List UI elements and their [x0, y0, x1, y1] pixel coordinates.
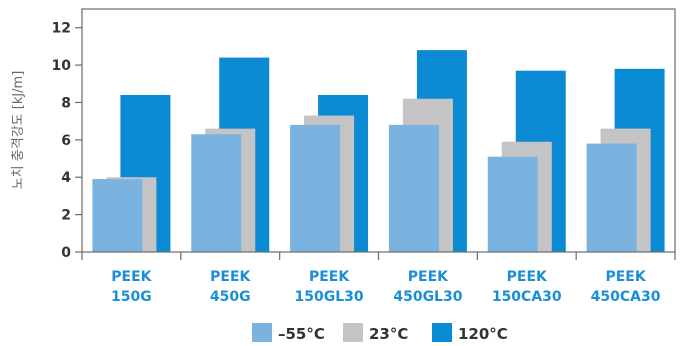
legend-swatch: [252, 323, 272, 342]
bar-minus55-6: [586, 143, 637, 252]
y-axis-label: 노치 충격강도 [kJ/m]: [11, 71, 26, 190]
category-label: 150CA30: [492, 289, 562, 305]
legend-label: 23°C: [369, 325, 408, 343]
legend-swatch: [343, 323, 363, 342]
legend-label: 120°C: [458, 325, 508, 343]
y-tick-label: 6: [61, 133, 71, 149]
category-label: 450GL30: [393, 289, 462, 305]
y-tick-label: 12: [52, 21, 71, 37]
legend: –55°C 23°C 120°C: [252, 323, 508, 343]
category-label: PEEK: [309, 269, 350, 285]
plot-frame: [81, 8, 676, 253]
category-label: PEEK: [210, 269, 251, 285]
category-label: 150G: [111, 289, 152, 305]
plot-area: [92, 50, 665, 253]
bar-minus55-3: [290, 124, 341, 252]
labels: PEEK 150G PEEK 450G PEEK 150GL30 PEEK 450GL30 PE…: [11, 71, 661, 305]
legend-swatch: [432, 323, 452, 342]
bar-minus55-4: [388, 124, 439, 252]
category-label: PEEK: [111, 269, 152, 285]
y-tick-label: 2: [61, 208, 71, 224]
category-label: 450G: [210, 289, 251, 305]
bar-minus55-2: [191, 134, 242, 252]
bar-minus55-1: [92, 179, 143, 252]
category-label: PEEK: [408, 269, 449, 285]
y-tick-label: 10: [52, 58, 72, 74]
y-tick-label: 4: [61, 170, 71, 186]
legend-label: –55°C: [278, 325, 325, 343]
category-label: PEEK: [605, 269, 646, 285]
y-tick-label: 8: [61, 95, 71, 111]
category-label: PEEK: [507, 269, 548, 285]
category-label: 150GL30: [295, 289, 364, 305]
category-label: 450CA30: [591, 289, 661, 305]
axes: 0 2 4 6 8 10 12: [52, 8, 676, 261]
bar-minus55-5: [487, 156, 538, 252]
y-tick-label: 0: [61, 245, 71, 261]
